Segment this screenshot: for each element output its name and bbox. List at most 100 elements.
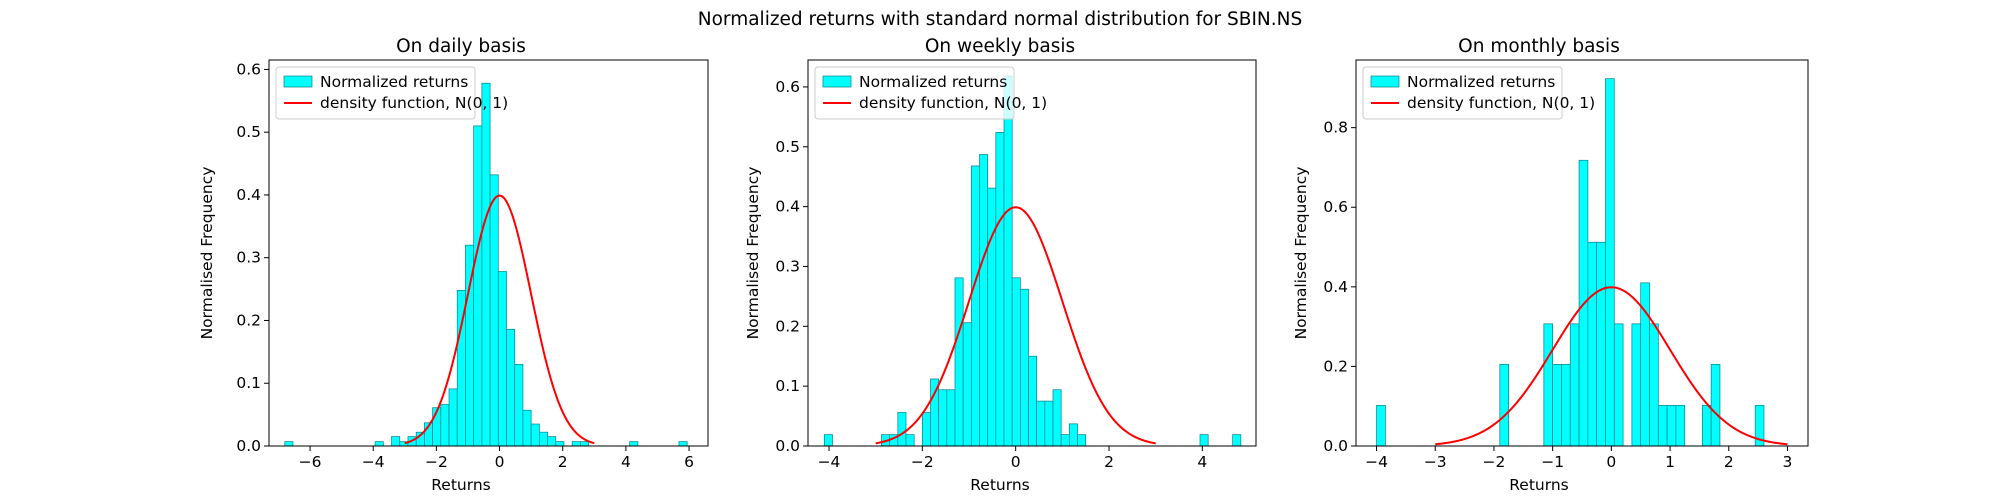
histogram-bar (1596, 241, 1606, 447)
axes-frame (1355, 59, 1809, 447)
y-axis-label: Normalised Frequency (1292, 167, 1310, 340)
histogram-bar (678, 441, 688, 447)
legend-label: density function, N(0, 1) (320, 94, 508, 112)
histogram-bar (580, 441, 589, 447)
x-tick-label: 2 (558, 453, 568, 471)
density-curve (404, 194, 595, 445)
histogram-bar (284, 441, 294, 447)
histogram-bar (1052, 389, 1062, 447)
histogram-bar (629, 441, 639, 447)
histogram-bar (1613, 323, 1624, 447)
histogram-bar (1543, 323, 1553, 447)
histogram-bar (1605, 78, 1615, 447)
y-tick-label: 0.1 (775, 377, 800, 395)
histogram-bar (1649, 323, 1659, 447)
histogram-bar (905, 434, 915, 447)
histogram-bar (1019, 288, 1029, 447)
histogram-bar (473, 125, 483, 447)
x-tick-label: −3 (1424, 453, 1447, 471)
histogram-bar (962, 322, 972, 447)
histogram-bar (497, 271, 507, 447)
histogram-bar (995, 132, 1005, 447)
histogram-bar (547, 436, 557, 447)
histogram-bar (938, 389, 948, 447)
y-tick-label: 0.1 (236, 374, 261, 392)
histogram-bar (946, 389, 956, 447)
histogram-bar (1011, 277, 1021, 447)
plot-area: −6 −4 −2 0 2 4 6 0.0 0.1 0.2 0.3 0.4 0.5 0.6 Normalize… (236, 59, 709, 471)
histogram-bar (1077, 434, 1087, 447)
x-tick-label: 4 (621, 453, 631, 471)
y-tick-label: 0.2 (1323, 357, 1348, 375)
y-tick-label: 0.8 (1323, 119, 1348, 137)
legend-swatch-bar (822, 75, 852, 88)
x-tick-label: −4 (362, 453, 385, 471)
x-tick-label: 3 (1783, 453, 1793, 471)
chart-title: On weekly basis (925, 36, 1075, 57)
legend-box (275, 66, 476, 120)
y-tick-label: 0.6 (775, 78, 800, 96)
histogram-bar (1028, 355, 1038, 447)
histogram-bar (530, 423, 540, 447)
histogram-bar (506, 328, 516, 447)
density-curve (875, 206, 1156, 445)
legend-label: Normalized returns (1407, 73, 1555, 91)
histogram-bar (1561, 364, 1571, 447)
histogram-bar (555, 441, 565, 447)
x-tick-label: 2 (1724, 453, 1734, 471)
histogram-bar (1003, 75, 1013, 447)
legend-box (814, 66, 1015, 120)
axes-frame (268, 59, 709, 447)
y-tick-label: 0.2 (236, 311, 261, 329)
legend-swatch-bar (1370, 75, 1400, 88)
y-tick-label: 0.6 (236, 60, 261, 78)
x-tick-label: −4 (1365, 453, 1388, 471)
histogram-bar (970, 165, 980, 447)
x-tick-label: −2 (1483, 453, 1506, 471)
histogram-bar (897, 412, 907, 447)
density-curve (1435, 286, 1788, 446)
histogram-bar (1666, 405, 1677, 447)
histogram-bar (1060, 434, 1070, 447)
chart-title: On daily basis (396, 36, 526, 57)
x-axis-label: Returns (431, 476, 491, 494)
histogram-bar (1044, 400, 1054, 447)
histogram-bar (1232, 434, 1242, 447)
y-tick-label: 0.0 (1323, 437, 1348, 455)
histogram-bar (440, 404, 450, 447)
histogram-bar (1552, 364, 1562, 447)
histogram-bar (522, 409, 532, 447)
histogram-bar (1710, 364, 1721, 447)
histogram-bar (448, 388, 458, 447)
histogram-bar (987, 187, 997, 447)
histogram-bar (823, 434, 833, 447)
x-axis-label: Returns (1509, 476, 1569, 494)
histogram-bar (1587, 241, 1598, 447)
legend-label: Normalized returns (859, 73, 1007, 91)
y-axis-label: Normalised Frequency (198, 167, 216, 340)
x-axis-label: Returns (970, 476, 1030, 494)
x-tick-label: 6 (684, 453, 694, 471)
x-tick-label: 1 (1665, 453, 1675, 471)
axes-frame (807, 59, 1257, 447)
figure-title: Normalized returns with standard normal … (698, 9, 1302, 30)
chart-monthly: On monthly basis Returns Normalised Freq… (1292, 36, 1809, 494)
x-tick-label: −2 (425, 453, 448, 471)
x-tick-label: 0 (1606, 453, 1616, 471)
histogram-bar (514, 364, 524, 447)
histogram-bar (1701, 405, 1712, 447)
histogram-bar (374, 441, 384, 447)
y-axis-label: Normalised Frequency (744, 167, 762, 340)
histogram-bar (1675, 405, 1686, 447)
x-tick-label: 0 (495, 453, 505, 471)
y-tick-label: 0.5 (775, 138, 800, 156)
chart-title: On monthly basis (1458, 36, 1620, 57)
histogram-bar (391, 436, 401, 447)
histogram-bar (954, 277, 964, 447)
y-tick-label: 0.5 (236, 123, 261, 141)
x-tick-label: −1 (1541, 453, 1564, 471)
x-tick-label: −4 (818, 453, 841, 471)
histogram-bar (1631, 323, 1642, 447)
y-tick-label: 0.3 (236, 249, 261, 267)
